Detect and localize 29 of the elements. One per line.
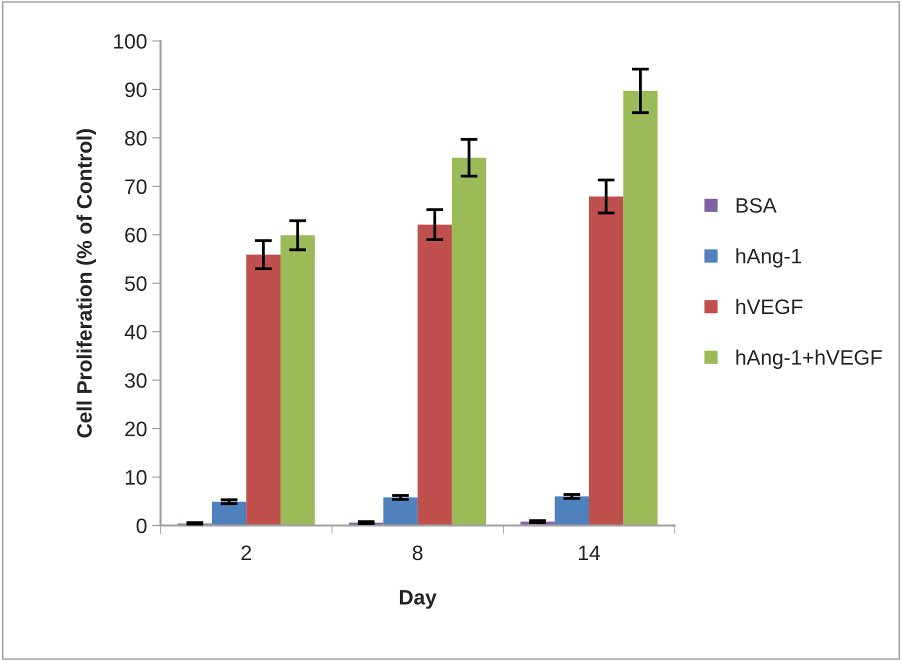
bar xyxy=(383,497,418,526)
legend-label: hVEGF xyxy=(736,298,802,314)
bar xyxy=(246,254,281,526)
x-tick-label: 8 xyxy=(412,545,423,560)
bar xyxy=(280,235,315,526)
y-tick-label: 10 xyxy=(126,470,147,485)
x-axis-title: Day xyxy=(400,590,437,609)
y-tick-label: 40 xyxy=(124,324,147,340)
y-tick-label: 80 xyxy=(125,130,147,146)
y-tick-label: 0 xyxy=(136,518,147,534)
bar xyxy=(452,158,486,526)
bar xyxy=(589,196,624,526)
x-tick-label: 14 xyxy=(579,546,600,560)
y-tick-label: 50 xyxy=(125,276,147,291)
y-tick-label: 100 xyxy=(114,34,147,49)
bar xyxy=(554,496,590,526)
bar xyxy=(418,224,452,526)
legend-label: hAng-1+hVEGF xyxy=(736,350,882,369)
y-tick-label: 30 xyxy=(124,373,147,388)
y-tick-label: 70 xyxy=(125,179,147,194)
y-axis-title: Cell Proliferation (% of Control) xyxy=(76,129,96,438)
bar xyxy=(212,502,246,526)
y-tick-label: 20 xyxy=(125,422,147,436)
y-tick-label: 60 xyxy=(125,228,147,243)
bar xyxy=(623,90,658,526)
y-tick-label: 90 xyxy=(125,82,147,98)
legend-label: BSA xyxy=(736,198,777,213)
legend-label: hAng-1 xyxy=(736,248,802,268)
x-tick-label: 2 xyxy=(242,545,251,560)
